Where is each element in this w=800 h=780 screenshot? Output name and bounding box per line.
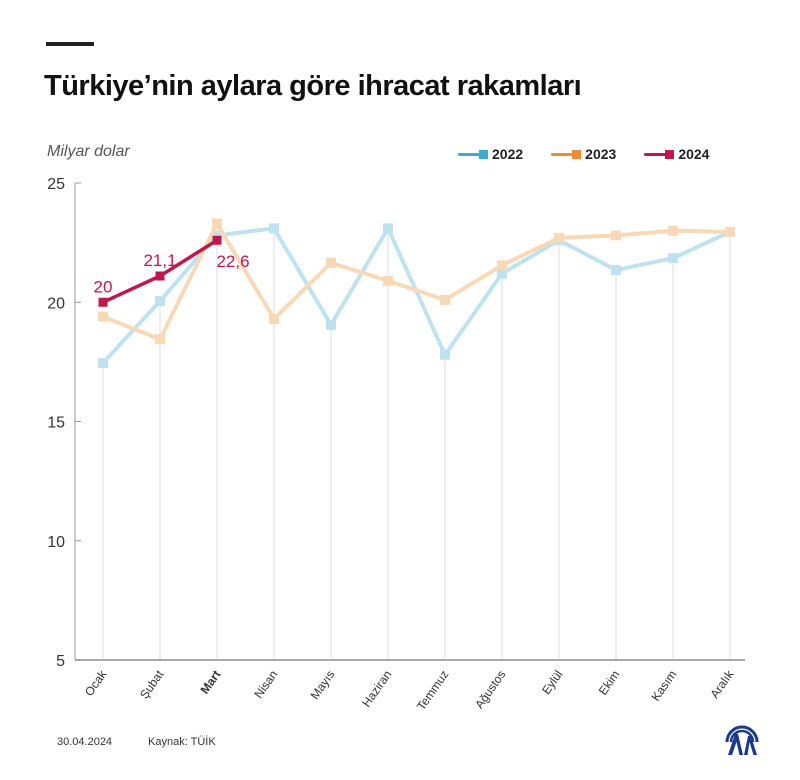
data-point-2023 (98, 311, 108, 322)
data-point-2023 (326, 257, 336, 268)
data-point-2023 (725, 226, 735, 237)
title-accent-bar (46, 42, 94, 46)
data-point-2023 (440, 294, 450, 305)
data-point-2023 (554, 232, 564, 243)
y-tick-label: 25 (47, 176, 65, 193)
x-tick-label: Şubat (137, 667, 167, 701)
page-title: Türkiye’nin aylara göre ihracat rakamlar… (44, 70, 582, 102)
data-point-2022 (611, 265, 621, 276)
data-point-2023 (383, 275, 393, 286)
legend-swatch (551, 149, 582, 159)
data-point-2022 (497, 268, 507, 279)
data-point-2024 (98, 297, 108, 307)
data-label: 20 (94, 277, 113, 296)
x-tick-label: Ağustos (472, 668, 508, 712)
data-label: 22,6 (216, 252, 249, 271)
data-point-2022 (326, 319, 336, 330)
legend-item-2023: 2023 (551, 146, 616, 162)
data-point-2024 (155, 271, 165, 281)
series-line-2022 (101, 226, 731, 365)
data-label: 21,1 (143, 251, 176, 270)
legend-item-2022: 2022 (458, 146, 523, 162)
data-point-2022 (155, 296, 165, 307)
x-tick-label: Aralık (707, 667, 737, 701)
x-tick-label: Haziran (359, 668, 394, 710)
data-point-2022 (212, 230, 222, 241)
x-tick-label: Nisan (251, 668, 280, 701)
x-tick-label: Temmuz (414, 668, 451, 713)
y-tick-label: 15 (47, 415, 65, 432)
data-point-2023 (212, 218, 222, 229)
legend-swatch (458, 149, 488, 159)
legend-swatch (644, 149, 675, 159)
series-line-2023 (102, 221, 731, 342)
date: 30.04.2024 (57, 736, 113, 748)
x-tick-label: Kasım (648, 668, 679, 704)
data-point-2022 (98, 358, 108, 369)
data-point-2023 (155, 334, 165, 345)
source: Kaynak: TÜİK (148, 736, 216, 748)
x-tick-label: Mayıs (308, 668, 338, 702)
x-tick-label: Mart (197, 668, 223, 697)
data-point-2022 (440, 349, 450, 360)
x-tick-label: Ocak (82, 667, 110, 699)
data-point-2022 (383, 223, 393, 234)
legend-label: 2024 (678, 146, 710, 162)
legend: 2022 2023 2024 (458, 146, 709, 162)
data-point-2022 (668, 253, 678, 264)
y-tick-label: 5 (56, 653, 65, 670)
data-point-2023 (611, 230, 621, 241)
y-axis-label: Milyar dolar (47, 143, 130, 160)
series-line-2024 (102, 238, 218, 304)
data-point-2023 (269, 313, 279, 324)
x-tick-label: Eylül (539, 668, 565, 697)
x-tick-label: Ekim (596, 668, 623, 698)
y-tick-label: 10 (47, 534, 65, 551)
aa-logo-icon (725, 725, 759, 755)
data-point-2022 (269, 223, 279, 234)
legend-label: 2022 (492, 146, 524, 162)
y-tick-label: 20 (47, 295, 65, 312)
legend-label: 2023 (585, 146, 617, 162)
legend-item-2024: 2024 (644, 146, 709, 162)
data-point-2024 (212, 235, 222, 245)
data-point-2023 (497, 260, 507, 271)
data-point-2023 (668, 225, 678, 236)
